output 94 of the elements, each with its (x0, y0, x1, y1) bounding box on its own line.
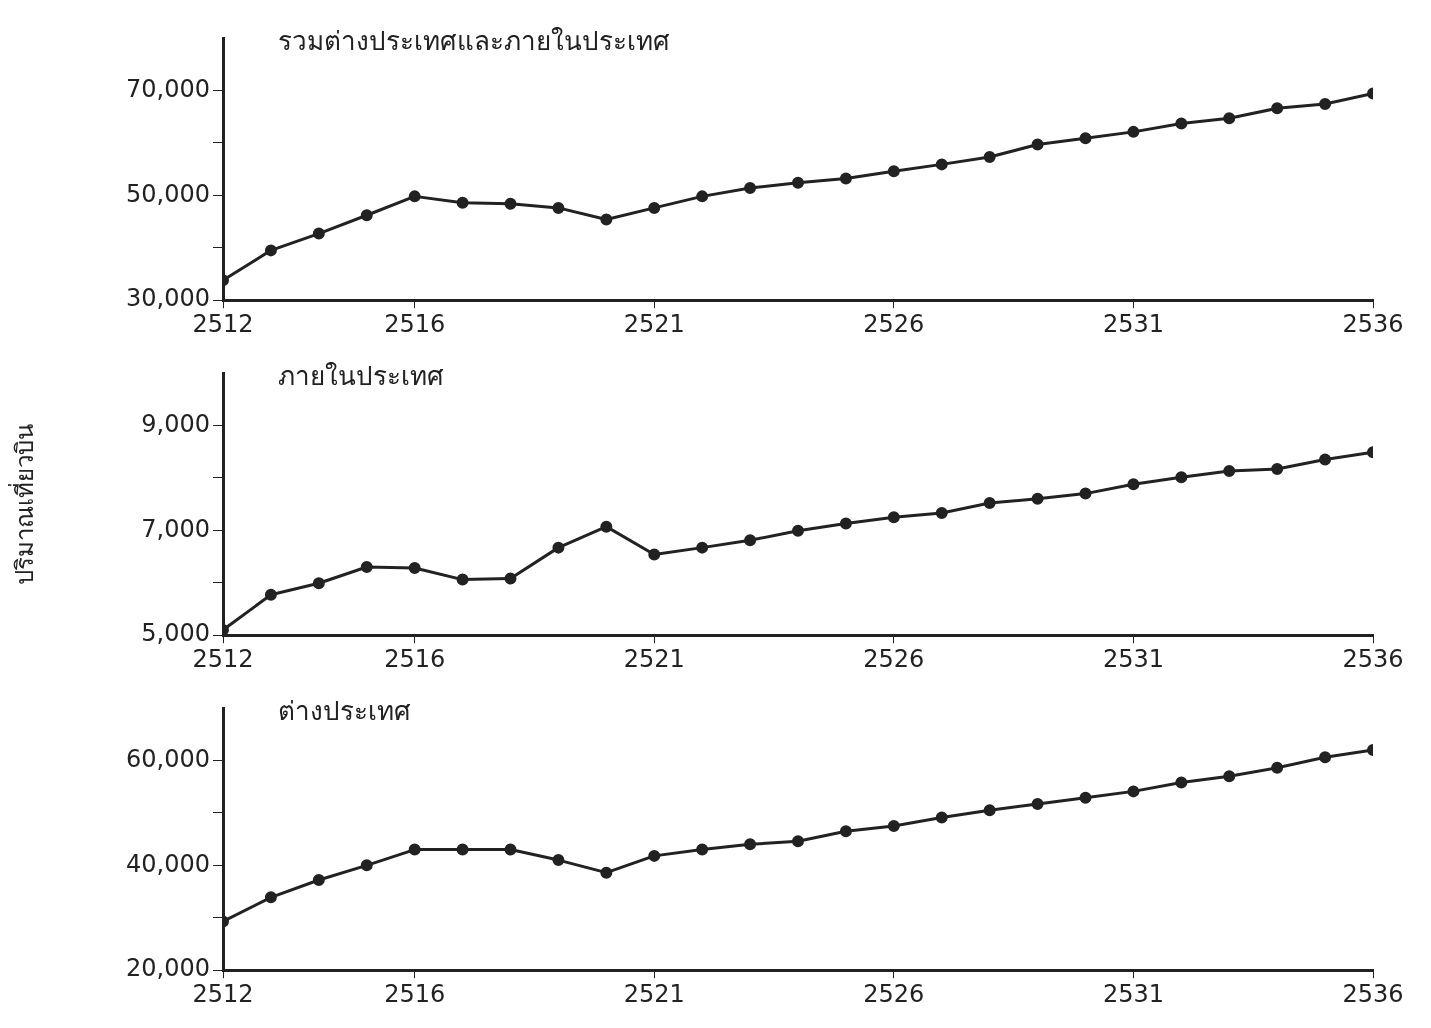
point (1223, 112, 1236, 125)
point (1319, 751, 1332, 764)
point (887, 819, 900, 832)
chart-title: รวมต่างประเทศและภายในประเทศ (278, 25, 670, 56)
point (1223, 770, 1236, 783)
y-tick-label: 9,000 (141, 409, 210, 438)
x-tick-label: 2531 (1102, 644, 1164, 673)
point (744, 838, 757, 851)
point (935, 811, 948, 824)
point (983, 804, 996, 817)
point (504, 843, 517, 856)
x-tick-label: 2526 (863, 979, 925, 1008)
point (504, 197, 517, 210)
point (1319, 453, 1332, 466)
point (839, 172, 852, 185)
x-tick-label: 2526 (863, 309, 925, 338)
point (1079, 487, 1092, 500)
x-tick-label: 2521 (623, 309, 685, 338)
point (887, 511, 900, 524)
point (264, 891, 277, 904)
point (1223, 465, 1236, 478)
point (360, 209, 373, 222)
point (456, 573, 469, 586)
point (648, 548, 661, 561)
point (408, 190, 421, 203)
x-tick-label: 2521 (623, 644, 685, 673)
point (600, 213, 613, 226)
point (360, 859, 373, 872)
point (1031, 138, 1044, 151)
point (1079, 132, 1092, 145)
point (1175, 776, 1188, 789)
x-tick-label: 2516 (384, 979, 446, 1008)
point (408, 562, 421, 575)
point (456, 196, 469, 209)
point (552, 201, 565, 214)
point (456, 843, 469, 856)
point (744, 181, 757, 194)
point (792, 176, 804, 189)
point (935, 507, 948, 520)
chart-title: ต่างประเทศ (278, 695, 411, 726)
point (600, 520, 613, 533)
point (648, 201, 661, 214)
point (648, 849, 661, 862)
point (1271, 761, 1284, 774)
point (935, 158, 948, 171)
point (264, 588, 277, 601)
point (1271, 462, 1284, 475)
x-tick-label: 2516 (384, 644, 446, 673)
y-tick-label: 60,000 (126, 744, 210, 773)
point (1127, 125, 1140, 138)
point (887, 165, 900, 178)
point (792, 524, 804, 537)
x-tick-label: 2536 (1342, 644, 1404, 673)
point (552, 541, 565, 554)
point (1319, 98, 1332, 111)
point (983, 151, 996, 164)
x-tick-label: 2526 (863, 644, 925, 673)
point (1127, 478, 1140, 491)
point (1031, 797, 1044, 810)
point (1127, 785, 1140, 798)
point (839, 517, 852, 530)
point (504, 572, 517, 585)
point (792, 835, 804, 848)
y-tick-label: 50,000 (126, 179, 210, 208)
chart-title: ภายในประเทศ (278, 360, 444, 391)
x-tick-label: 2536 (1342, 979, 1404, 1008)
point (744, 534, 757, 547)
point (696, 190, 709, 203)
point (312, 874, 325, 886)
point (408, 843, 421, 856)
point (1079, 791, 1092, 804)
point (983, 497, 996, 510)
point (1031, 492, 1044, 505)
point (360, 561, 373, 574)
point (1271, 102, 1284, 115)
point (600, 866, 613, 879)
point (1175, 117, 1188, 130)
point (1175, 471, 1188, 484)
y-tick-label: 40,000 (126, 849, 210, 878)
x-tick-label: 2516 (384, 309, 446, 338)
x-tick-label: 2531 (1102, 979, 1164, 1008)
point (264, 244, 277, 257)
point (696, 541, 709, 554)
point (312, 227, 325, 240)
point (552, 854, 565, 867)
point (312, 577, 325, 590)
y-tick-label: 7,000 (141, 514, 210, 543)
x-tick-label: 2521 (623, 979, 685, 1008)
x-tick-label: 2536 (1342, 309, 1404, 338)
point (839, 825, 852, 838)
x-tick-label: 2531 (1102, 309, 1164, 338)
y-axis-title: ปริมาณเที่ยวบิน (7, 423, 39, 585)
y-tick-label: 70,000 (126, 74, 210, 103)
point (696, 843, 709, 856)
